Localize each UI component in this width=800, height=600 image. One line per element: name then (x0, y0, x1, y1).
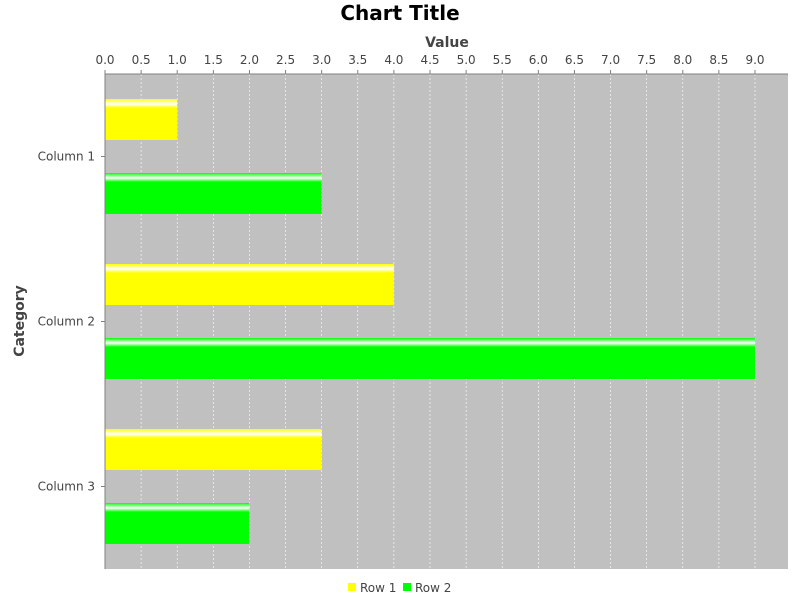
bar-row-2-column-3 (105, 503, 250, 544)
bar-row-2-column-1 (105, 173, 322, 214)
bar-row-1-column-3 (105, 429, 322, 470)
x-tick-label: 1.5 (204, 53, 223, 67)
x-tick-label: 7.5 (637, 53, 656, 67)
x-tick-label: 6.0 (529, 53, 548, 67)
x-axis: 0.0 0.5 1.0 1.5 2.0 2.5 3.0 3.5 4.0 4.5 5.0 5.5 6.0 6… (95, 53, 765, 74)
bar-row-2-column-2 (105, 338, 755, 379)
x-tick-label: 5.0 (457, 53, 476, 67)
legend-item-label: Row 1 (360, 581, 396, 595)
legend: Row 1 Row 2 (348, 581, 451, 595)
x-tick-label: 5.5 (493, 53, 512, 67)
x-axis-label: Value (425, 35, 469, 51)
y-axis-label: Category (12, 285, 28, 357)
x-tick-label: 8.0 (673, 53, 692, 67)
x-tick-label: 7.0 (601, 53, 620, 67)
plot-area (105, 74, 788, 569)
x-tick-label: 4.5 (420, 53, 439, 67)
x-tick-label: 2.5 (276, 53, 295, 67)
bars (105, 99, 755, 544)
chart-title: Chart Title (340, 1, 459, 25)
y-axis: Column 1 Column 2 Column 3 (38, 150, 105, 494)
y-tick-label: Column 1 (38, 150, 95, 164)
x-tick-label: 8.5 (709, 53, 728, 67)
x-tick-label: 2.0 (240, 53, 259, 67)
x-tick-label: 3.0 (312, 53, 331, 67)
bar-row-1-column-2 (105, 264, 394, 305)
y-tick-label: Column 3 (38, 480, 95, 494)
legend-item-label: Row 2 (415, 581, 451, 595)
y-tick-label: Column 2 (38, 315, 95, 329)
x-tick-label: 1.0 (168, 53, 187, 67)
legend-swatch (348, 583, 356, 591)
x-tick-label: 9.0 (745, 53, 764, 67)
x-tick-label: 4.0 (384, 53, 403, 67)
x-tick-label: 3.5 (348, 53, 367, 67)
legend-swatch (403, 583, 411, 591)
x-tick-label: 6.5 (565, 53, 584, 67)
x-tick-label: 0.0 (95, 53, 114, 67)
grid-lines (140, 74, 756, 569)
x-tick-label: 0.5 (132, 53, 151, 67)
bar-row-1-column-1 (105, 99, 178, 140)
